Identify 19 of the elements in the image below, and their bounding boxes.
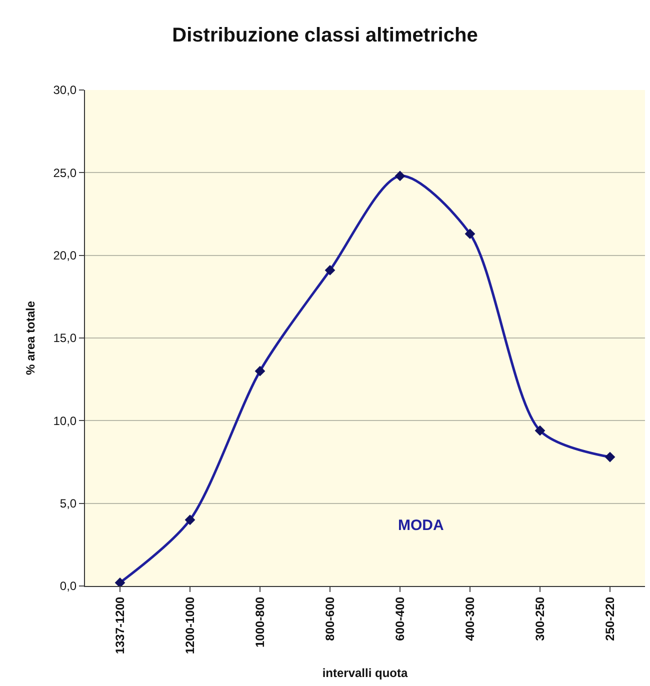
x-tick-label: 400-300 (462, 596, 477, 641)
chart-title: Distribuzione classi altimetriche (172, 24, 478, 46)
y-tick-label: 30,0 (53, 83, 77, 98)
x-tick-label: 1337-1200 (112, 596, 127, 654)
y-tick-label: 10,0 (53, 414, 77, 428)
x-tick-label: 1200-1000 (182, 596, 197, 654)
y-tick-label: 25,0 (53, 166, 77, 180)
y-tick-label: 15,0 (53, 331, 77, 346)
annotation: MODA (398, 517, 444, 534)
y-axis-title: % area totale (24, 300, 38, 376)
x-tick-label: 800-600 (322, 596, 337, 641)
y-tick-label: 0,0 (60, 579, 77, 594)
x-tick-label: 1000-800 (252, 596, 267, 648)
y-tick-label: 20,0 (53, 248, 77, 263)
x-tick-label: 250-220 (602, 596, 617, 641)
x-tick-label: 600-400 (392, 596, 407, 641)
x-axis-title: intervalli quota (322, 666, 408, 680)
x-tick-label: 300-250 (532, 596, 547, 641)
y-tick-label: 5,0 (60, 496, 77, 511)
